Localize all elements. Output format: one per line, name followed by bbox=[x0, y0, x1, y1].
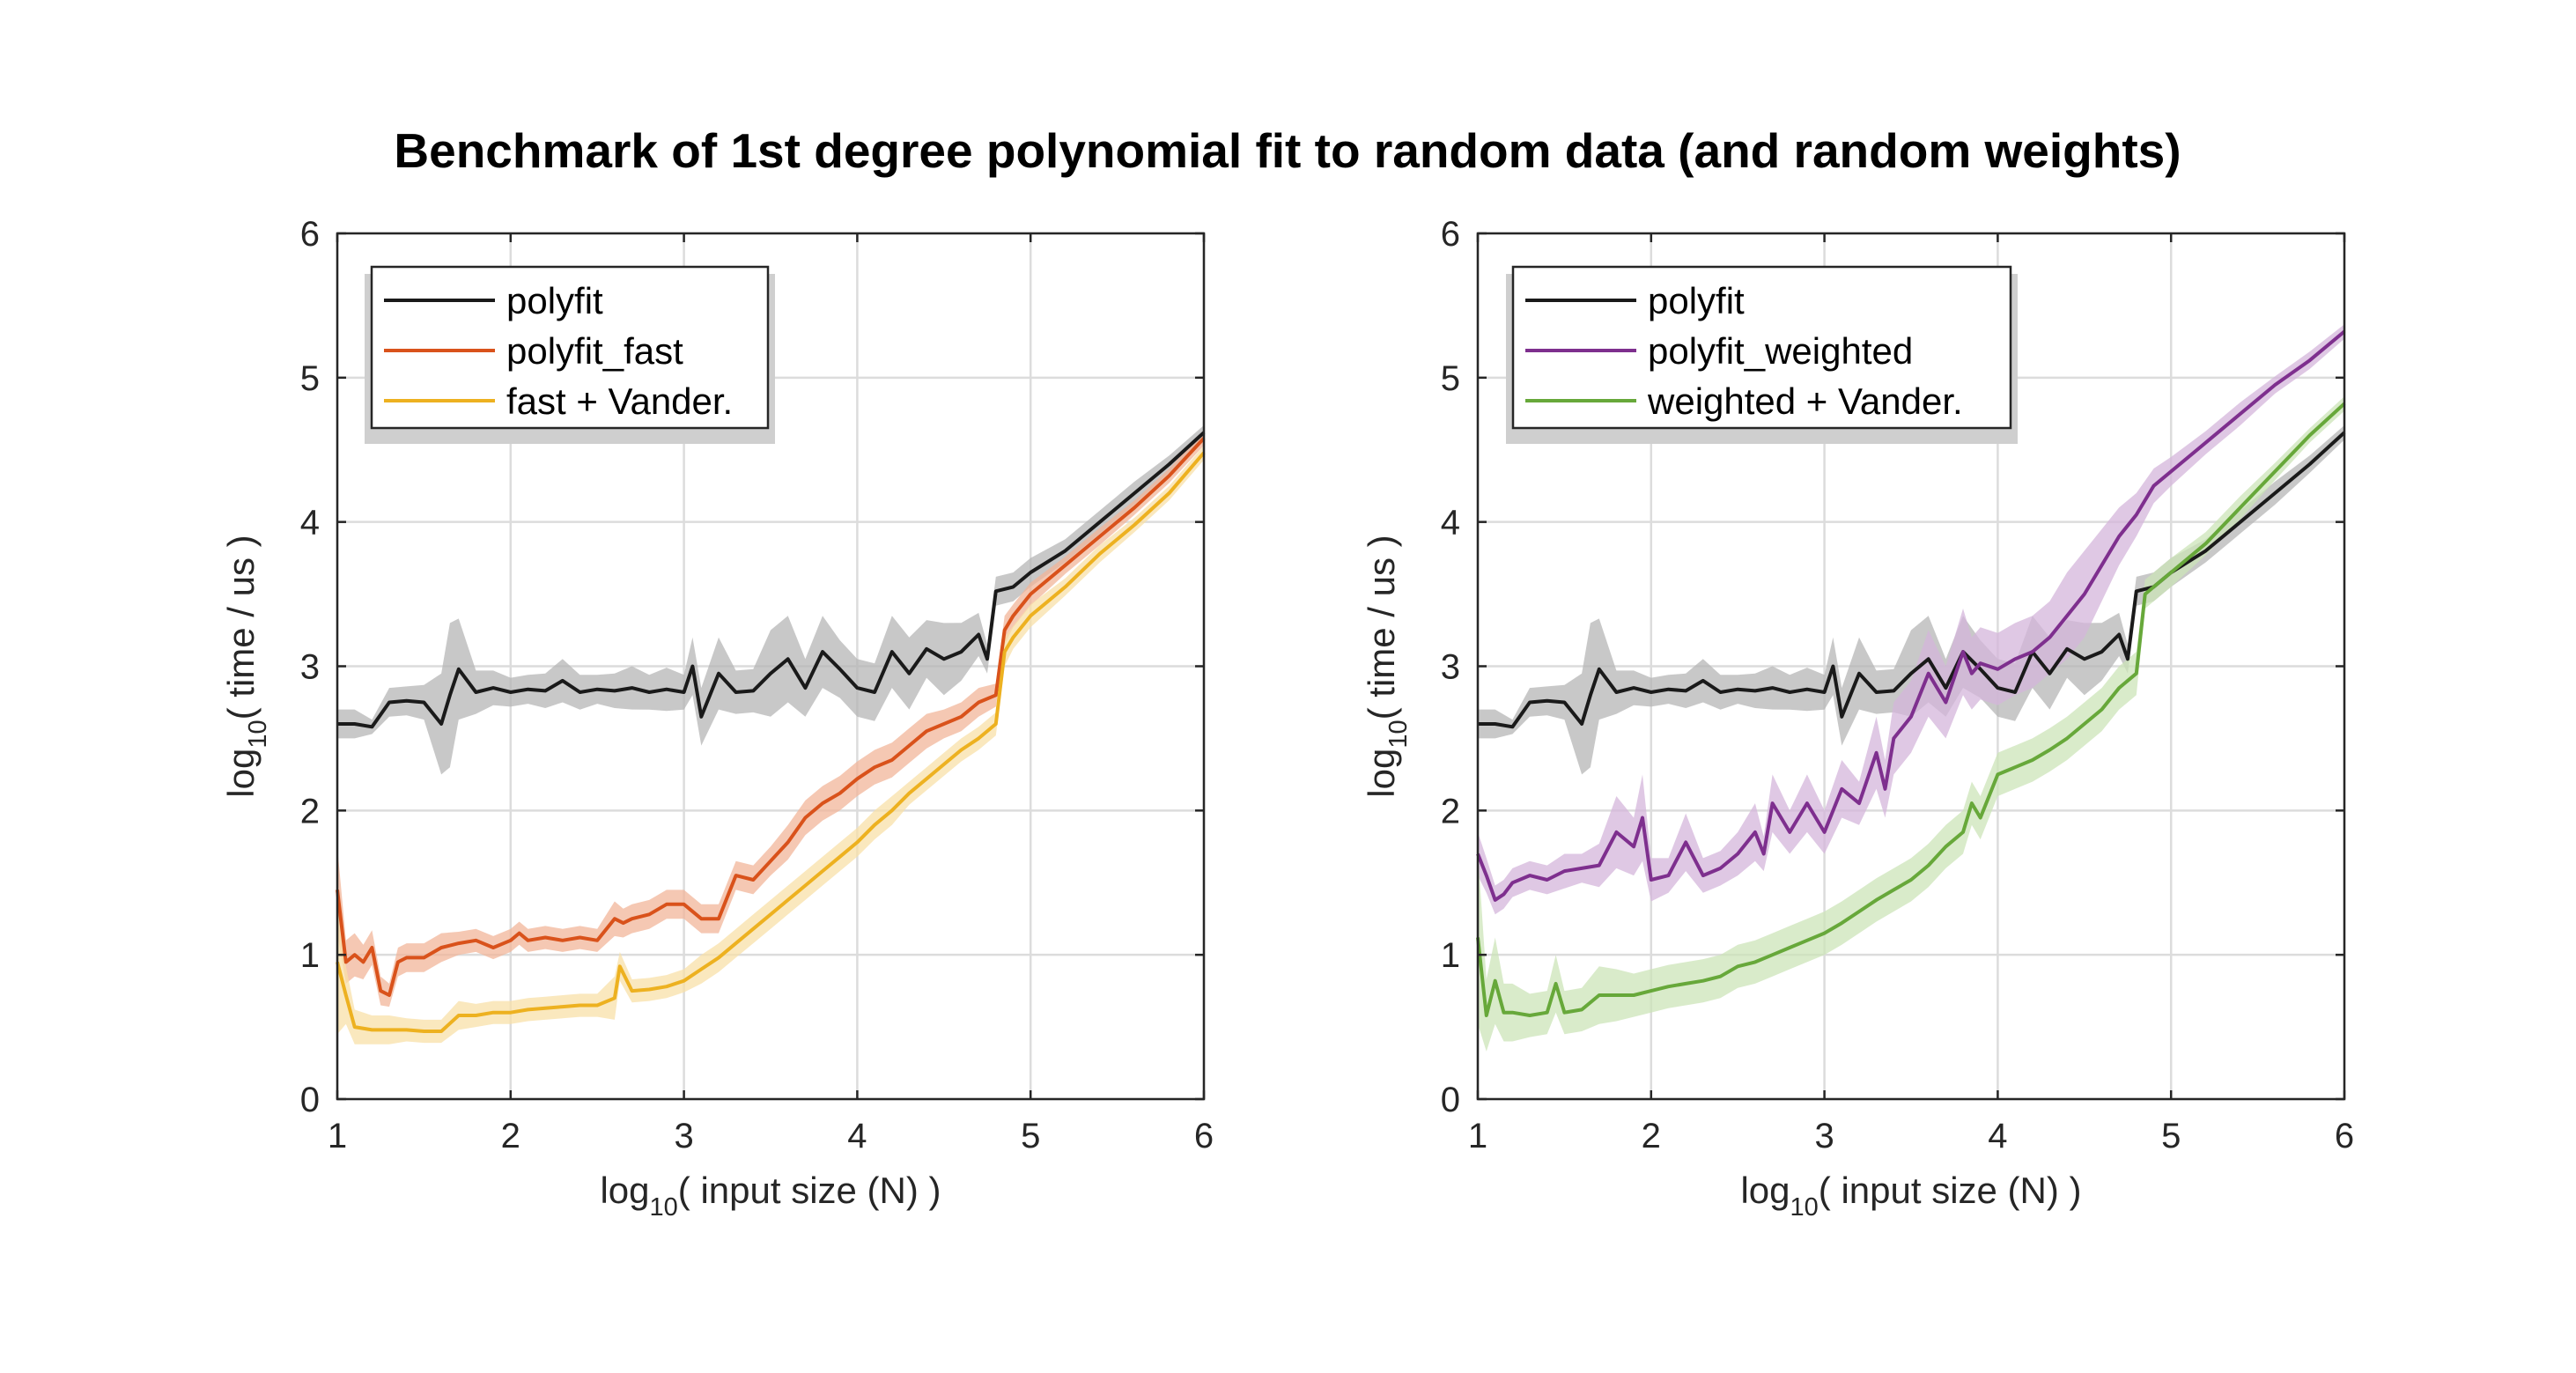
x-tick-label: 4 bbox=[847, 1117, 867, 1155]
y-tick-label: 0 bbox=[1441, 1081, 1460, 1119]
y-tick-label: 4 bbox=[300, 504, 320, 543]
y-tick-label: 5 bbox=[300, 359, 320, 398]
x-tick-label: 3 bbox=[674, 1117, 693, 1155]
y-tick-label: 4 bbox=[1441, 504, 1460, 543]
series-band bbox=[1478, 324, 2344, 915]
x-tick-label: 4 bbox=[1988, 1117, 2007, 1155]
x-tick-label: 1 bbox=[328, 1117, 347, 1155]
series-band bbox=[337, 431, 1204, 1008]
legend-label: polyfit bbox=[1648, 280, 1745, 321]
y-tick-label: 3 bbox=[300, 648, 320, 687]
series-band bbox=[337, 424, 1204, 775]
y-tick-label: 6 bbox=[300, 215, 320, 254]
legend-label: polyfit_weighted bbox=[1648, 330, 1913, 372]
x-tick-label: 2 bbox=[1642, 1117, 1661, 1155]
series-group bbox=[336, 424, 1206, 1045]
series-group bbox=[1476, 324, 2346, 1052]
x-tick-label: 6 bbox=[2335, 1117, 2354, 1155]
series-line bbox=[1476, 329, 2346, 902]
x-tick-label: 3 bbox=[1814, 1117, 1834, 1155]
legend-label: weighted + Vander. bbox=[1647, 380, 1963, 422]
y-tick-label: 2 bbox=[300, 792, 320, 830]
legend-label: polyfit_fast bbox=[506, 330, 683, 372]
legend: polyfit polyfit_weighted weighted + Vander… bbox=[1506, 265, 2018, 444]
x-tick-label: 2 bbox=[501, 1117, 520, 1155]
y-axis-label: log10( time / us ) bbox=[220, 535, 272, 797]
y-tick-label: 3 bbox=[1441, 648, 1460, 687]
x-tick-label: 5 bbox=[1021, 1117, 1040, 1155]
series-band bbox=[337, 445, 1204, 1045]
y-axis-label: log10( time / us ) bbox=[1361, 535, 1413, 797]
series-line bbox=[336, 437, 1206, 997]
figure-title: Benchmark of 1st degree polynomial fit t… bbox=[394, 123, 2181, 178]
y-tick-label: 1 bbox=[300, 936, 320, 975]
x-axis-label: log10( input size (N) ) bbox=[1740, 1170, 2081, 1222]
y-tick-label: 2 bbox=[1441, 792, 1460, 830]
series-line bbox=[337, 431, 1206, 729]
y-tick-label: 1 bbox=[1441, 936, 1460, 975]
y-tick-label: 5 bbox=[1441, 359, 1460, 398]
x-tick-label: 1 bbox=[1468, 1117, 1487, 1155]
y-tick-label: 0 bbox=[300, 1081, 320, 1119]
x-tick-label: 5 bbox=[2161, 1117, 2181, 1155]
x-tick-label: 6 bbox=[1194, 1117, 1214, 1155]
series-line bbox=[1476, 402, 2346, 1017]
series-line bbox=[1478, 431, 2346, 729]
legend-label: fast + Vander. bbox=[506, 380, 733, 422]
series-line bbox=[336, 451, 1206, 1033]
y-tick-label: 6 bbox=[1441, 215, 1460, 254]
legend-label: polyfit bbox=[506, 280, 603, 321]
x-axis-label: log10( input size (N) ) bbox=[600, 1170, 941, 1222]
